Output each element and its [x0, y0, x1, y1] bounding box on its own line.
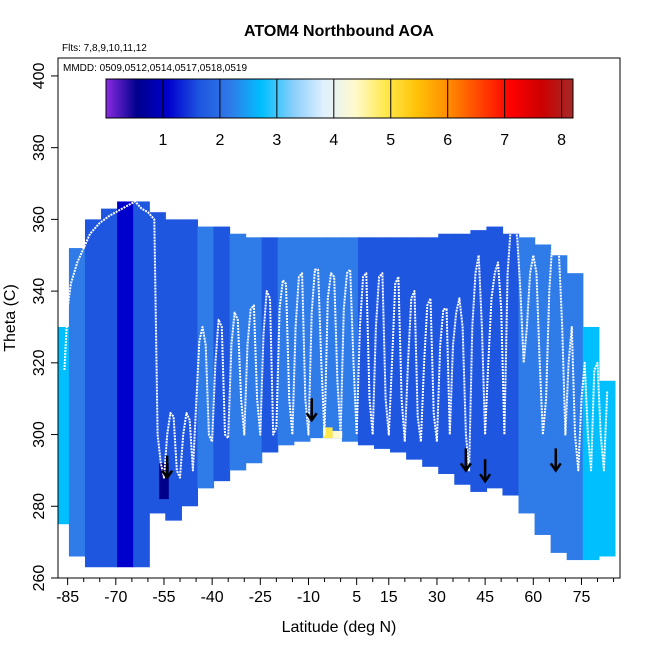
down-arrow: [549, 448, 562, 473]
heat-cell: [598, 380, 616, 557]
heat-cell: [133, 201, 150, 568]
heat-cell: [534, 244, 552, 535]
heat-cell: [357, 237, 375, 446]
y-axis-label: Theta (C): [2, 284, 19, 352]
down-arrow-head: [479, 473, 492, 484]
down-arrow: [161, 455, 174, 480]
heat-cell: [245, 237, 263, 464]
x-axis-label: Latitude (deg N): [282, 619, 397, 636]
heat-hotspot: [322, 427, 333, 439]
heat-cell: [165, 219, 182, 521]
x-tick-label: -10: [297, 589, 320, 606]
x-tick-label: 60: [524, 589, 542, 606]
flight-track-layer: [63, 200, 609, 479]
y-tick-label: 380: [31, 134, 48, 161]
x-tick-label: -40: [201, 589, 224, 606]
colorbar-tick-label: 6: [443, 132, 452, 149]
heat-cell: [406, 237, 423, 460]
plot-frame: [57, 57, 621, 579]
y-tick-label: 320: [31, 349, 48, 376]
x-axis: -85 -70 -55 -40 -25 -10 5 15 30 45 60 75: [56, 578, 615, 606]
colorbar-tick-label: 5: [386, 132, 395, 149]
colorbar-tick-label: 4: [329, 132, 338, 149]
heat-cell: [68, 248, 86, 557]
down-arrow-head: [549, 462, 562, 473]
y-tick-label: 260: [31, 565, 48, 592]
flights-annotation: Flts: 7,8,9,10,11,12: [62, 43, 147, 54]
x-tick-label: 30: [428, 589, 446, 606]
colorbar-tick-label: 8: [557, 132, 566, 149]
heat-cell: [84, 219, 102, 568]
y-tick-label: 300: [31, 421, 48, 448]
heat-cell: [454, 233, 471, 485]
arrow-layer: [161, 398, 562, 484]
heat-cell: [518, 237, 536, 514]
colorbar-tick-label: 1: [158, 132, 167, 149]
heat-cell: [486, 226, 504, 489]
x-tick-label: 15: [380, 589, 398, 606]
x-tick-label: 45: [476, 589, 494, 606]
heat-cell: [181, 219, 199, 507]
down-arrow: [459, 448, 472, 473]
y-tick-label: 400: [31, 62, 48, 89]
heat-cell: [325, 237, 343, 439]
colorbar-tick-label: 7: [500, 132, 509, 149]
down-arrow-head: [161, 469, 174, 480]
heat-cell: [422, 237, 439, 467]
heat-cell: [117, 201, 134, 568]
heat-hotspot: [332, 430, 343, 439]
down-arrow-head: [305, 412, 318, 423]
y-tick-label: 280: [31, 493, 48, 520]
down-arrow: [479, 459, 492, 484]
heat-cell: [229, 233, 247, 471]
x-tick-label: -55: [152, 589, 175, 606]
heat-cell: [149, 212, 166, 514]
y-tick-label: 340: [31, 278, 48, 305]
dates-annotation: MMDD: 0509,0512,0514,0517,0518,0519: [63, 63, 247, 74]
x-tick-label: -25: [249, 589, 272, 606]
heat-cell: [341, 237, 359, 442]
heat-cell: [438, 233, 455, 474]
down-arrow: [305, 398, 318, 423]
y-tick-label: 360: [31, 206, 48, 233]
heatmap-layer: [58, 201, 616, 568]
colorbar: 1 2 3 4 5 6 7 8: [105, 78, 574, 149]
x-tick-label: -85: [56, 589, 79, 606]
colorbar-tick-label: 2: [215, 132, 224, 149]
down-arrow-head: [459, 462, 472, 473]
chart-title: ATOM4 Northbound AOA: [244, 23, 434, 40]
heat-cell: [58, 326, 70, 525]
x-tick-label: -70: [104, 589, 127, 606]
y-axis: 260 280 300 320 340 360 380 400: [31, 62, 58, 591]
heat-cell: [101, 208, 118, 568]
x-tick-label: 75: [573, 589, 591, 606]
heat-hotspot: [159, 463, 169, 500]
heat-cell: [277, 237, 295, 446]
colorbar-gradient: [105, 78, 574, 119]
colorbar-tick-label: 3: [272, 132, 281, 149]
flight-track: [63, 200, 609, 479]
x-tick-label: 5: [352, 589, 361, 606]
